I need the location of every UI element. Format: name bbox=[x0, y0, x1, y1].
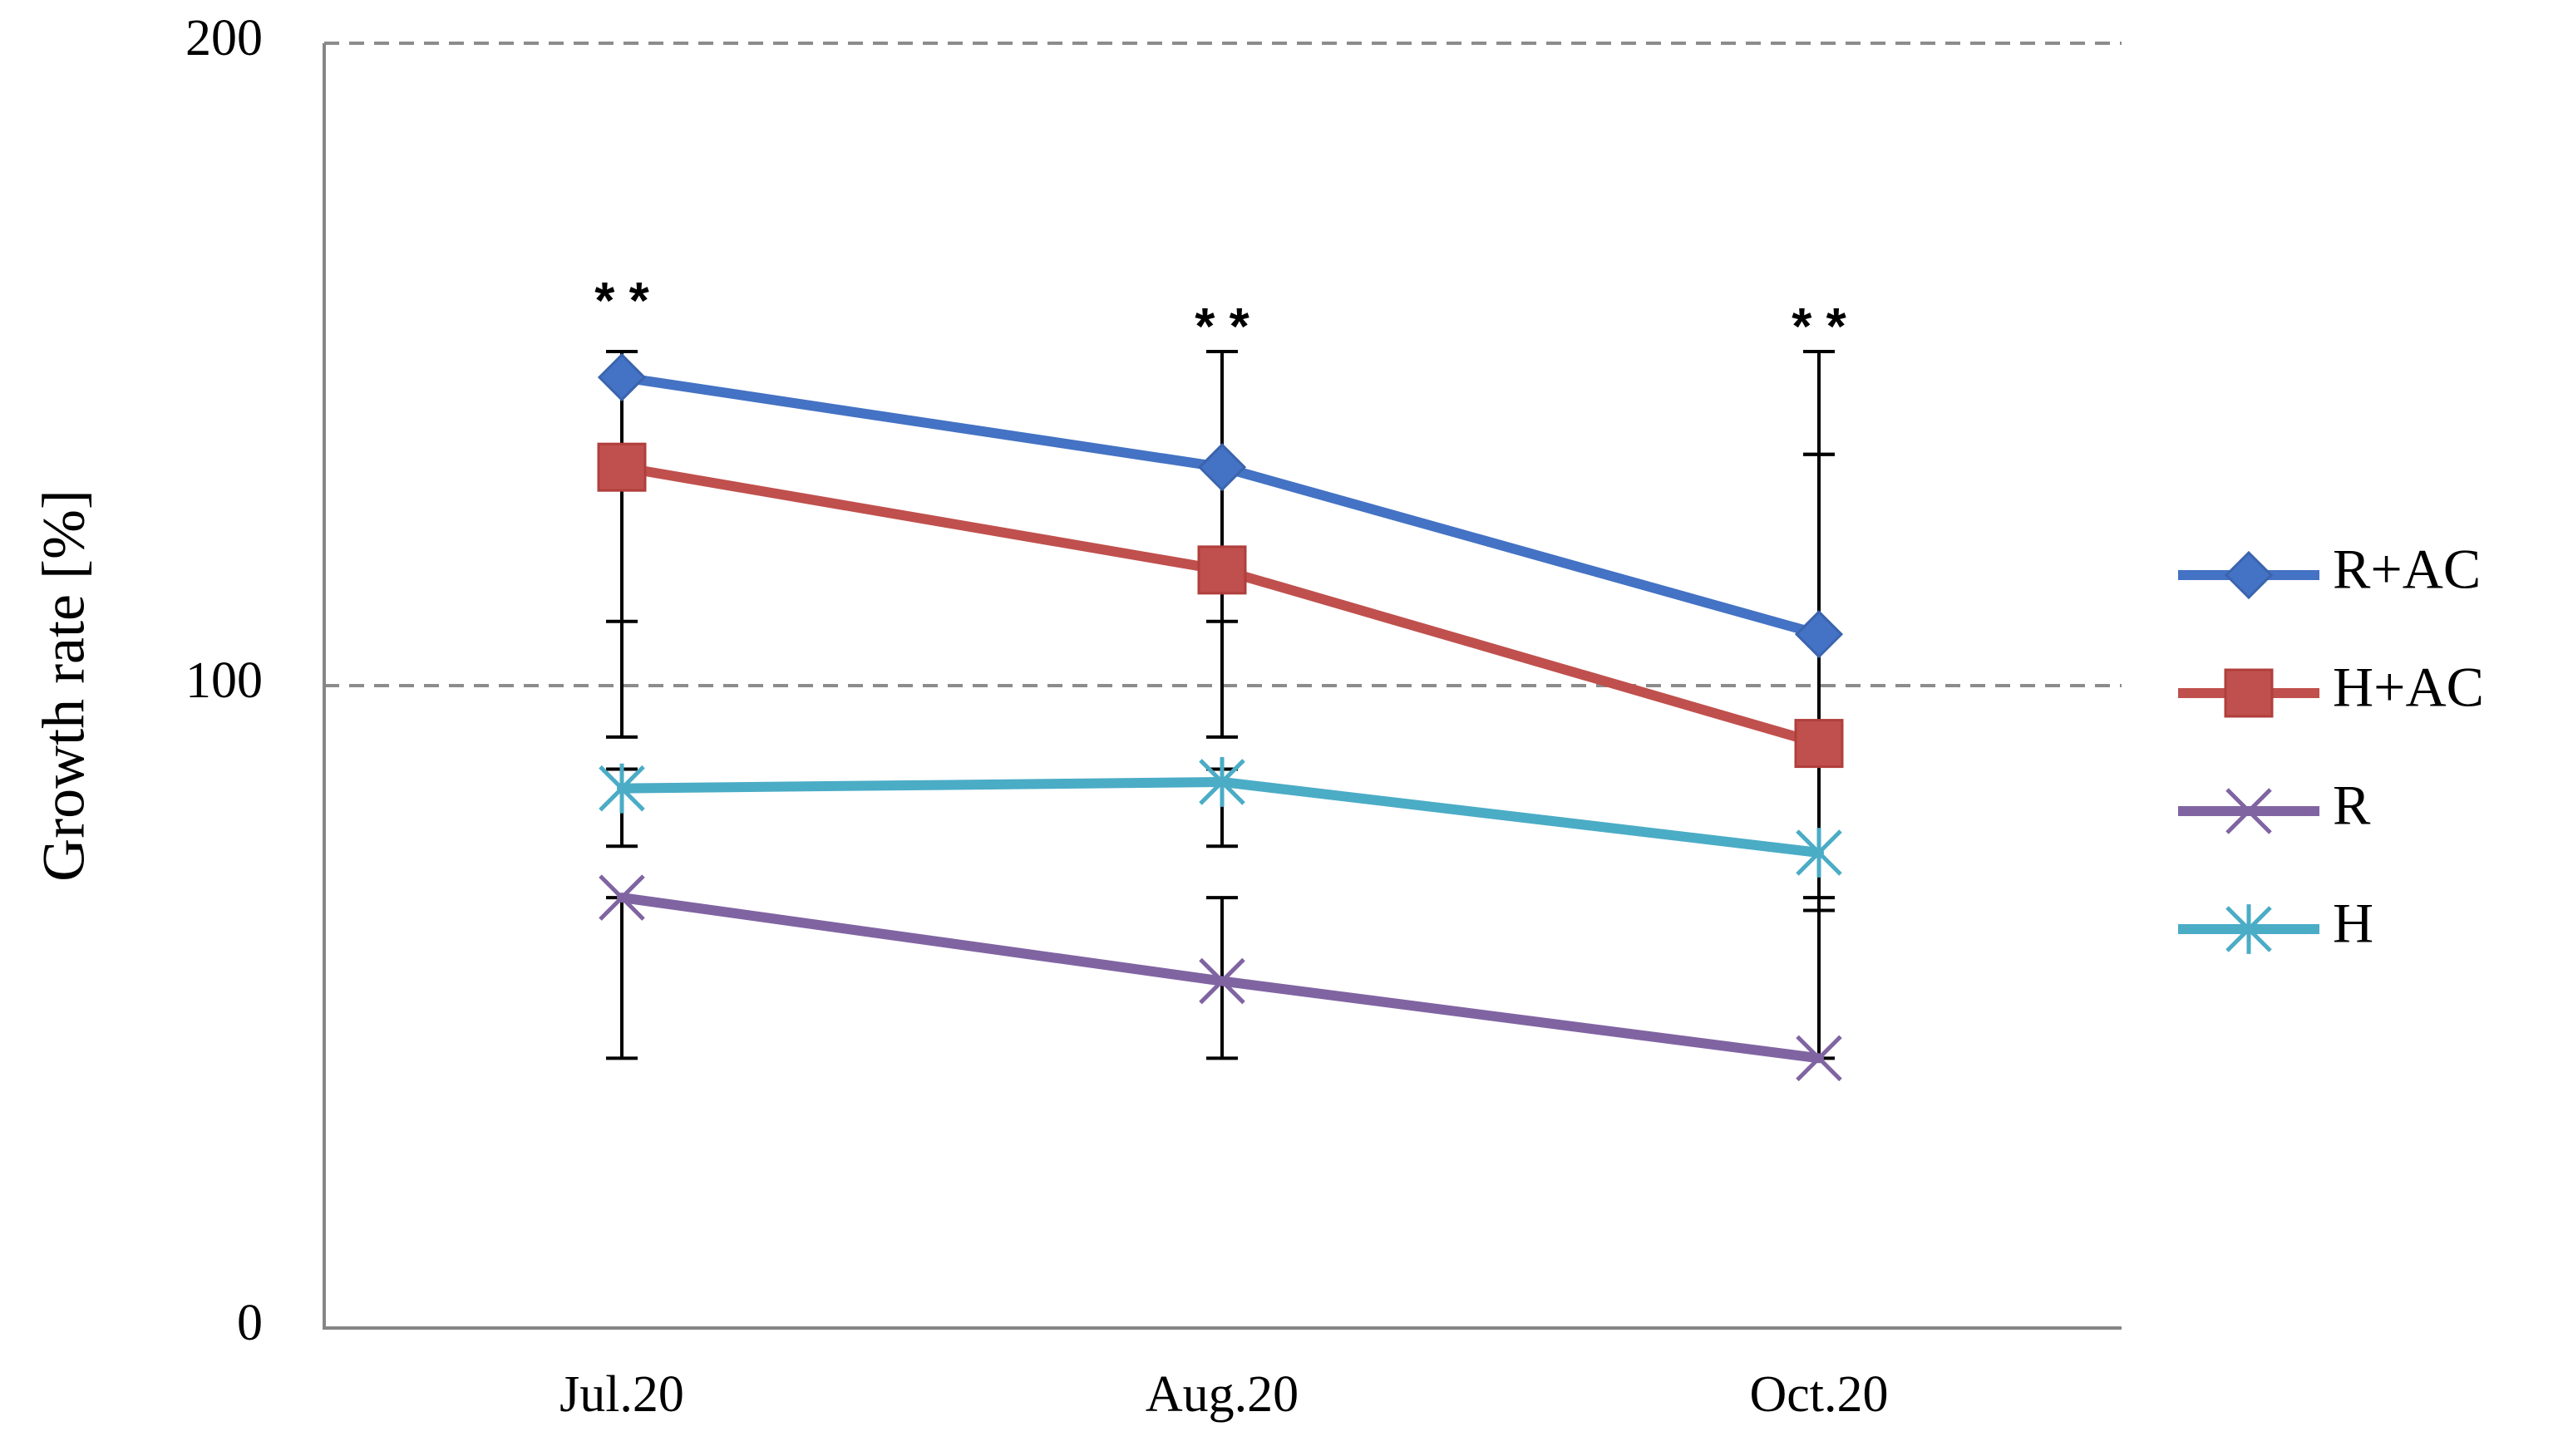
y-tick-label: 200 bbox=[185, 10, 263, 66]
data-point-R bbox=[1796, 1035, 1842, 1082]
legend-label: R bbox=[2333, 774, 2371, 837]
legend-marker bbox=[2225, 904, 2272, 954]
legend-item-R+AC: R+AC bbox=[2178, 538, 2481, 601]
x-tick-label: Jul.20 bbox=[559, 1366, 684, 1423]
data-point-H bbox=[599, 763, 645, 814]
axes bbox=[323, 43, 2122, 1330]
significance-annotations: * * * * * * bbox=[594, 273, 1846, 356]
y-tick-label: 100 bbox=[185, 652, 263, 709]
data-point-H bbox=[1796, 828, 1842, 878]
error-bar bbox=[1206, 465, 1238, 739]
data-point-H+AC bbox=[597, 442, 647, 492]
legend-label: R+AC bbox=[2333, 538, 2481, 601]
y-tick-label: 0 bbox=[237, 1295, 263, 1351]
legend-item-H: H bbox=[2178, 892, 2373, 955]
data-point-R+AC bbox=[1794, 610, 1844, 659]
legend-label: H bbox=[2333, 892, 2373, 955]
data-point-H bbox=[1199, 757, 1245, 807]
tick-labels: 0 100 200 Jul.20 Aug.20 Oct.20 bbox=[185, 10, 1889, 1423]
series-markers bbox=[597, 352, 1844, 1082]
significance-marker: * * bbox=[594, 273, 649, 330]
legend-marker bbox=[2225, 788, 2272, 834]
significance-marker: * * bbox=[1792, 298, 1846, 356]
x-tick-label: Aug.20 bbox=[1146, 1366, 1299, 1423]
legend-label: H+AC bbox=[2333, 656, 2484, 719]
data-point-R+AC bbox=[1197, 443, 1247, 492]
data-point-R+AC bbox=[597, 352, 647, 402]
legend-marker bbox=[2224, 550, 2274, 600]
x-tick-label: Oct.20 bbox=[1749, 1366, 1888, 1423]
significance-marker: * * bbox=[1195, 298, 1249, 356]
legend-item-R: R bbox=[2178, 774, 2371, 837]
legend: R+AC H+AC RH bbox=[2178, 538, 2484, 955]
data-point-R bbox=[599, 874, 645, 921]
error-bar bbox=[606, 896, 638, 1060]
error-bar bbox=[1803, 896, 1835, 1060]
error-bar bbox=[1803, 350, 1835, 456]
y-axis-label: Growth rate [%] bbox=[31, 489, 97, 882]
data-point-H+AC bbox=[1794, 719, 1844, 769]
data-point-R bbox=[1199, 957, 1245, 1005]
legend-item-H+AC: H+AC bbox=[2178, 656, 2484, 719]
legend-marker bbox=[2224, 668, 2274, 718]
data-point-H+AC bbox=[1197, 545, 1247, 595]
error-bar bbox=[606, 465, 638, 739]
